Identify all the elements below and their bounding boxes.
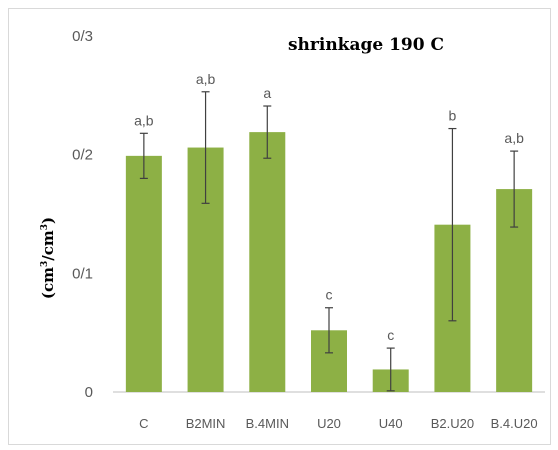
y-axis-label: (cm3/cm3): [39, 217, 57, 299]
x-tick-label: B2MIN: [186, 416, 226, 431]
significance-label: b: [449, 108, 457, 124]
error-bar: [325, 307, 333, 354]
x-tick-label: B2.U20: [431, 416, 474, 431]
error-bar: [201, 91, 210, 204]
error-bar: [510, 150, 519, 228]
significance-label: c: [326, 287, 333, 303]
x-tick-label: B.4MIN: [246, 416, 289, 431]
x-tick-label: U20: [317, 416, 341, 431]
error-bar: [263, 105, 272, 159]
bars: [125, 132, 533, 392]
significance-label: a: [263, 85, 271, 101]
y-tick-label: 0/1: [72, 265, 93, 282]
bar: [125, 155, 162, 392]
x-tick-label: U40: [379, 416, 403, 431]
y-tick-label: 0: [85, 384, 93, 401]
significance-label: c: [387, 327, 394, 343]
error-bar: [448, 127, 457, 322]
significance-label: a,b: [504, 130, 524, 146]
bar: [249, 132, 286, 392]
x-tick-label: B.4.U20: [491, 416, 538, 431]
y-tick-label: 0/2: [72, 147, 93, 164]
y-tick-label: 0/3: [72, 28, 93, 45]
error-bars: [139, 91, 519, 392]
significance-label: a,b: [196, 71, 216, 87]
y-tick-labels: 0 0/1 0/2 0/3: [72, 28, 93, 401]
x-tick-labels: C B2MIN B.4MIN U20 U40 B2.U20 B.4.U20: [139, 416, 537, 431]
significance-label: a,b: [134, 112, 154, 128]
chart-title: shrinkage 190 C: [288, 35, 444, 55]
error-bar: [386, 347, 395, 392]
error-bar: [139, 132, 148, 179]
x-tick-label: C: [139, 416, 148, 431]
significance-labels: a,b a,b a c c b a,b: [134, 71, 524, 343]
